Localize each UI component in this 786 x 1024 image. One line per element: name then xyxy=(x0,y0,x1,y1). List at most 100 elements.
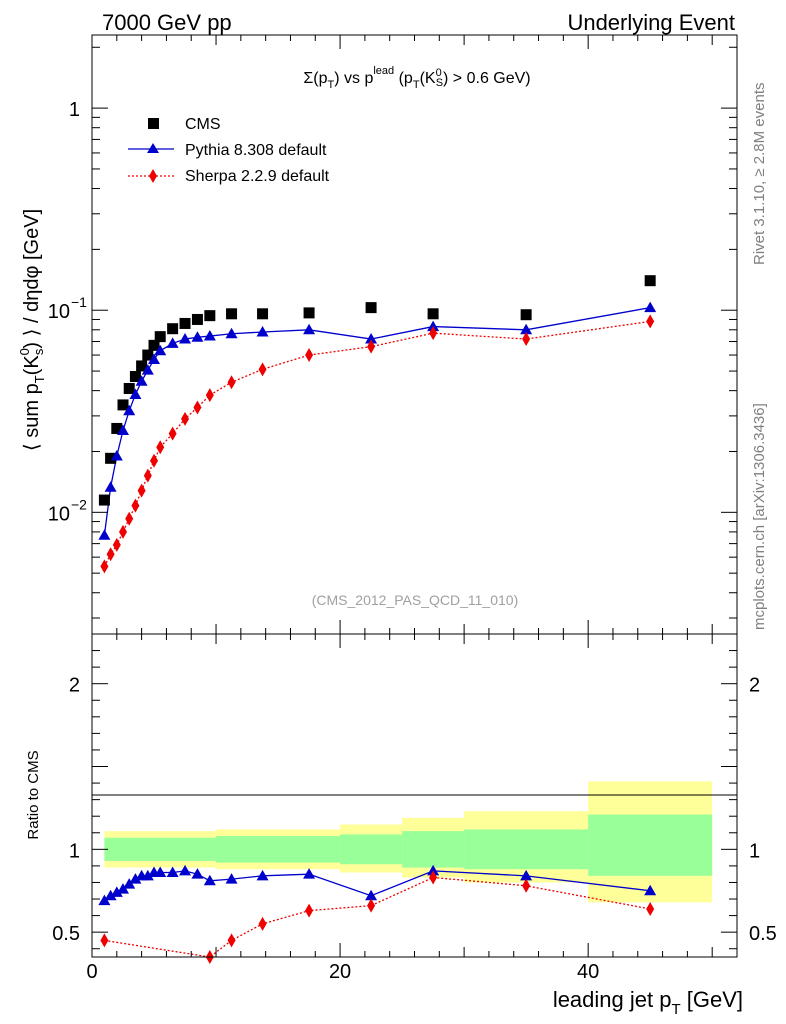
header-right: Underlying Event xyxy=(567,10,735,35)
series-1-point-7 xyxy=(141,364,154,375)
series-0-point-4 xyxy=(123,382,135,394)
series-0-point-19 xyxy=(520,309,532,321)
series-1-point-18 xyxy=(427,320,440,332)
analysis-tag: (CMS_2012_PAS_QCD_11_010) xyxy=(312,592,519,608)
series-0-point-17 xyxy=(365,302,377,314)
series-2-point-11 xyxy=(181,411,190,426)
ratio-0-point-10 xyxy=(166,866,179,878)
legend-pythia-label: Pythia 8.308 default xyxy=(185,142,327,159)
ratio-band-inner-4 xyxy=(402,831,465,868)
series-1-point-19 xyxy=(520,323,533,335)
series-2-point-18 xyxy=(429,326,438,341)
main-panel: 110−110−2 Σ(pT) vs plead (pT(K0 S) > 0.6 … xyxy=(17,34,738,635)
ratio-1-point-7 xyxy=(522,878,531,893)
ratio-0-point-17 xyxy=(365,889,378,901)
series-2-point-19 xyxy=(522,332,531,347)
series-1-point-13 xyxy=(203,330,216,341)
ratio-band-inner-1 xyxy=(154,837,217,861)
ratio-tick-label-right-1: 1 xyxy=(749,840,760,862)
series-2-point-17 xyxy=(367,339,376,354)
series-1-point-9 xyxy=(154,344,167,356)
series-1-point-3 xyxy=(117,424,130,436)
x-tick-label-20: 20 xyxy=(329,961,351,983)
series-2-point-12 xyxy=(193,400,202,415)
ratio-1-point-5 xyxy=(367,898,376,913)
legend-sherpa-marker xyxy=(149,169,157,183)
series-2-point-6 xyxy=(137,483,146,498)
series-2-point-2 xyxy=(112,537,121,552)
series-0-point-1 xyxy=(105,452,117,464)
series-0-point-8 xyxy=(148,339,160,351)
series-1-point-0 xyxy=(98,529,111,540)
series-1-point-15 xyxy=(256,326,269,337)
ratio-1-point-6 xyxy=(429,870,438,885)
ratio-tick-label-left-0: 0.5 xyxy=(52,923,80,945)
series-2-point-3 xyxy=(119,524,128,539)
series-1-point-6 xyxy=(135,375,148,386)
ratio-0-point-15 xyxy=(256,869,269,881)
ratio-0-point-20 xyxy=(644,884,657,896)
series-0-point-7 xyxy=(142,349,154,361)
series-1-point-1 xyxy=(104,481,117,492)
ratio-0-point-5 xyxy=(129,873,142,884)
series-0-point-3 xyxy=(117,399,129,411)
series-1-point-20 xyxy=(644,301,657,313)
chart-title: Σ(pT) vs plead (pT(K0 S) > 0.6 GeV) xyxy=(303,65,530,91)
ratio-1-point-0 xyxy=(100,933,109,948)
series-1-point-2 xyxy=(110,449,123,461)
series-0-point-0 xyxy=(98,494,110,506)
series-1-point-4 xyxy=(123,404,136,416)
ratio-line-1 xyxy=(104,876,651,958)
series-2-point-14 xyxy=(227,375,236,390)
ratio-1-point-4 xyxy=(305,903,314,918)
series-0-point-15 xyxy=(257,308,269,320)
series-2-point-5 xyxy=(131,498,140,513)
series-2-point-15 xyxy=(258,362,267,377)
ratio-tick-label-right-2: 2 xyxy=(749,675,760,697)
ratio-0-point-3 xyxy=(117,883,130,894)
mcplots-label: mcplots.cern.ch [arXiv:1306.3436] xyxy=(751,403,768,630)
series-2-point-1 xyxy=(106,547,115,562)
ratio-band-inner-3 xyxy=(340,834,403,865)
series-0-point-13 xyxy=(204,310,216,322)
ratio-1-point-8 xyxy=(646,901,655,916)
series-1-point-11 xyxy=(179,333,192,344)
series-2-point-8 xyxy=(150,453,159,468)
series-2-point-20 xyxy=(646,314,655,329)
series-2-point-0 xyxy=(100,559,109,574)
ratio-y-axis-label: Ratio to CMS xyxy=(25,750,42,839)
y-tick-label-exp-2: −2 xyxy=(71,496,87,512)
series-1-point-5 xyxy=(129,388,142,399)
series-2-point-4 xyxy=(125,511,134,526)
series-0-point-2 xyxy=(111,422,123,434)
series-0-point-10 xyxy=(167,323,179,335)
series-0-point-9 xyxy=(154,331,166,343)
series-1-point-10 xyxy=(166,337,179,348)
x-axis-label: leading jet pT [GeV] xyxy=(553,987,743,1018)
ratio-0-point-19 xyxy=(520,869,533,881)
ratio-0-point-7 xyxy=(141,869,154,881)
ratio-0-point-4 xyxy=(123,878,136,889)
legend: CMS Pythia 8.308 default Sherpa 2.2.9 de… xyxy=(128,116,330,185)
ratio-tick-label-left-2: 2 xyxy=(69,675,80,697)
series-2-point-9 xyxy=(156,440,165,455)
ratio-0-point-16 xyxy=(303,868,316,879)
header-left: 7000 GeV pp xyxy=(102,10,232,35)
ratio-band-inner-0 xyxy=(104,837,155,861)
ratio-tick-label-left-1: 1 xyxy=(69,840,80,862)
y-tick-label-2: 10 xyxy=(48,503,70,525)
ratio-band-inner-5 xyxy=(464,829,589,870)
series-0-point-11 xyxy=(179,317,191,329)
ratio-0-point-13 xyxy=(203,874,216,886)
series-0-point-18 xyxy=(427,308,439,320)
ratio-band-inner-6 xyxy=(588,814,713,876)
series-2-point-16 xyxy=(305,348,314,363)
series-1-point-14 xyxy=(225,327,238,339)
series-0-point-5 xyxy=(129,370,141,382)
ratio-1-point-3 xyxy=(258,916,267,931)
ratio-0-point-11 xyxy=(179,864,192,876)
series-0-point-16 xyxy=(303,307,315,319)
series-1-point-16 xyxy=(303,323,316,335)
ratio-panel: 0.5 0.5 1 1 2 2 Ratio to CMS xyxy=(25,633,777,964)
